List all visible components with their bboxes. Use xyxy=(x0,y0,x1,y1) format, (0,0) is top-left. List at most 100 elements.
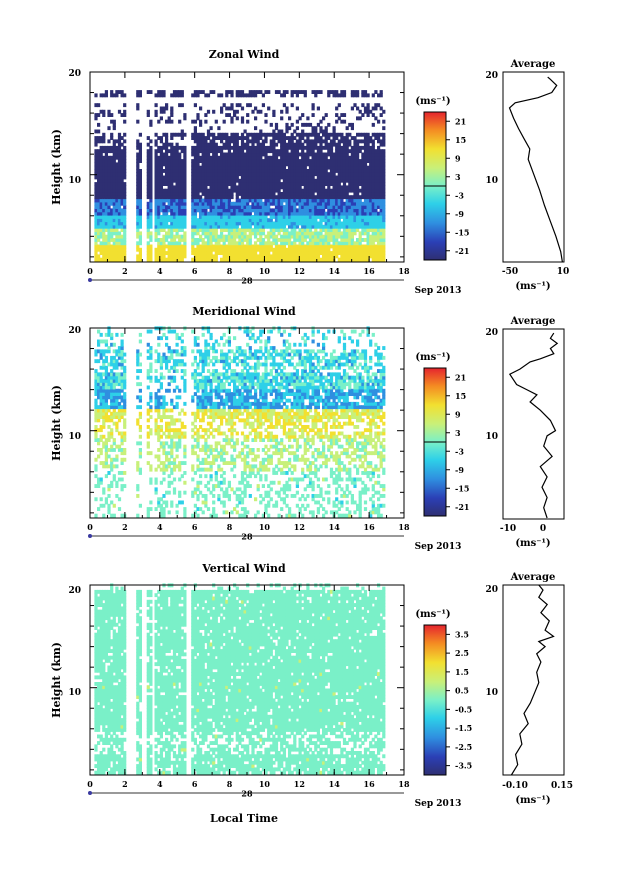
heatmap-cell xyxy=(382,175,386,180)
heatmap-cell xyxy=(316,149,320,154)
heatmap-cell xyxy=(342,136,347,140)
heatmap-cell xyxy=(102,218,106,223)
heatmap-cell xyxy=(298,195,302,200)
heatmap-cell xyxy=(204,215,208,219)
heatmap-cell xyxy=(329,201,334,206)
heatmap-cell xyxy=(233,175,237,180)
heatmap-cell xyxy=(180,224,184,229)
heatmap-cell xyxy=(212,142,216,147)
heatmap-cell xyxy=(235,244,239,249)
heatmap-cell xyxy=(361,188,365,193)
heatmap-cell xyxy=(209,241,213,246)
heatmap-cell xyxy=(199,218,203,223)
heatmap-cell xyxy=(332,224,336,229)
heatmap-cell xyxy=(191,93,195,98)
heatmap-cell xyxy=(196,192,200,196)
heatmap-cell xyxy=(112,375,116,380)
heatmap-cell xyxy=(361,208,365,213)
heatmap-cell xyxy=(193,444,197,449)
heatmap-cell xyxy=(243,129,247,134)
heatmap-cell xyxy=(120,415,124,419)
heatmap-cell xyxy=(162,132,166,137)
heatmap-cell xyxy=(308,224,313,229)
heatmap-cell xyxy=(272,215,276,219)
heatmap-cell xyxy=(251,231,255,236)
heatmap-cell xyxy=(256,172,260,177)
heatmap-cell xyxy=(301,162,305,167)
heatmap-cell xyxy=(293,90,297,94)
heatmap-cell xyxy=(295,201,299,206)
heatmap-cell xyxy=(201,457,205,462)
heatmap-cell xyxy=(342,90,347,94)
heatmap-cell xyxy=(329,208,334,213)
heatmap-cell xyxy=(206,149,211,154)
heatmap-cell xyxy=(214,172,218,177)
heatmap-cell xyxy=(136,159,140,163)
heatmap-cell xyxy=(282,159,286,163)
heatmap-cell xyxy=(227,238,231,242)
heatmap-cell xyxy=(353,162,357,167)
heatmap-cell xyxy=(308,247,313,252)
heatmap-cell xyxy=(214,152,218,157)
heatmap-cell xyxy=(358,198,362,203)
heatmap-cell xyxy=(225,208,229,213)
heatmap-cell xyxy=(107,172,111,177)
heatmap-cell xyxy=(201,192,205,196)
heatmap-cell xyxy=(115,244,119,249)
heatmap-cell xyxy=(282,145,286,150)
heatmap-cell xyxy=(138,142,142,147)
heatmap-cell xyxy=(371,113,375,117)
profile-zonal: Average 20 10 -50 10 (ms⁻¹) xyxy=(485,59,569,292)
heatmap-cell xyxy=(154,467,158,472)
heatmap-cell xyxy=(165,211,169,216)
heatmap-cell xyxy=(196,405,200,410)
heatmap-cell xyxy=(348,142,352,147)
heatmap-cell xyxy=(107,395,111,400)
heatmap-cell xyxy=(350,231,354,236)
heatmap-cell xyxy=(159,162,163,167)
heatmap-cell xyxy=(102,444,106,449)
heatmap-cell xyxy=(298,201,302,206)
heatmap-cell xyxy=(369,228,373,232)
heatmap-cell xyxy=(382,231,386,236)
heatmap-cell xyxy=(112,142,116,147)
heatmap-cell xyxy=(293,238,297,242)
heatmap-cell xyxy=(206,221,211,226)
heatmap-cell xyxy=(227,152,231,157)
heatmap-cell xyxy=(366,198,370,203)
heatmap-cell xyxy=(377,238,381,242)
heatmap-cell xyxy=(220,234,224,239)
heatmap-cell xyxy=(136,513,140,518)
heatmap-cell xyxy=(162,494,166,498)
heatmap-cell xyxy=(314,159,318,163)
heatmap-cell xyxy=(99,388,103,393)
heatmap-cell xyxy=(123,372,127,377)
heatmap-cell xyxy=(238,159,242,163)
heatmap-cell xyxy=(371,218,375,223)
heatmap-cell xyxy=(332,90,336,94)
heatmap-cell xyxy=(246,165,250,170)
heatmap-cell xyxy=(183,188,187,193)
heatmap-cell xyxy=(107,205,111,209)
heatmap-cell xyxy=(295,192,299,196)
heatmap-cell xyxy=(348,162,352,167)
heatmap-cell xyxy=(238,211,242,216)
heatmap-cell xyxy=(371,152,375,157)
heatmap-cell xyxy=(243,182,247,186)
heatmap-cell xyxy=(293,208,297,213)
heatmap-cell xyxy=(345,238,349,242)
heatmap-cell xyxy=(115,464,119,469)
heatmap-cell xyxy=(322,208,326,213)
heatmap-cell xyxy=(175,224,179,229)
heatmap-cell xyxy=(146,224,150,229)
heatmap-cell xyxy=(196,411,200,416)
heatmap-cell xyxy=(233,205,237,209)
heatmap-cell xyxy=(264,139,268,144)
heatmap-cell xyxy=(157,251,161,255)
heatmap-cell xyxy=(159,480,163,485)
heatmap-cell xyxy=(363,224,368,229)
heatmap-cell xyxy=(102,418,106,423)
heatmap-cell xyxy=(149,192,153,196)
heatmap-cell xyxy=(154,175,158,180)
heatmap-cell xyxy=(311,251,315,255)
